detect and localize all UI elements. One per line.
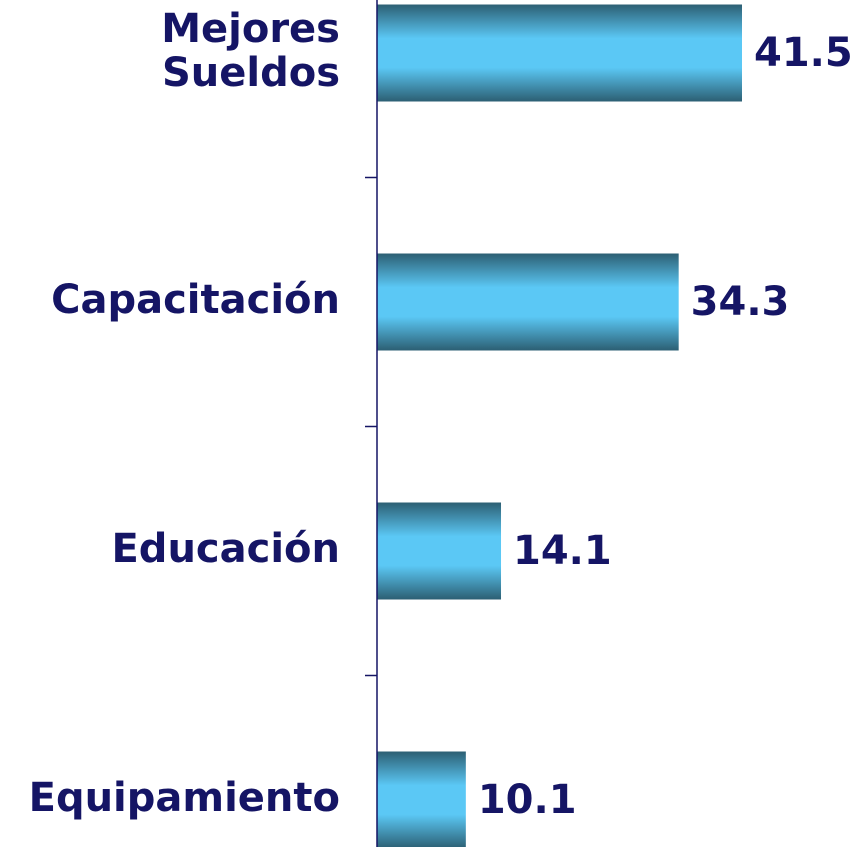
value-label: 10.1	[478, 777, 577, 823]
y-tick-label: Mejores Sueldos	[161, 6, 340, 96]
y-tick-label: Capacitación	[51, 277, 340, 323]
bar	[377, 502, 502, 600]
bar	[377, 751, 466, 847]
value-label: 14.1	[513, 528, 612, 574]
bar	[377, 253, 679, 351]
y-tick-label: Educación	[111, 526, 340, 572]
value-label: 41.5	[754, 30, 853, 76]
bar	[377, 4, 742, 102]
y-tick-label: Equipamiento	[29, 775, 340, 821]
value-label: 34.3	[691, 279, 790, 325]
